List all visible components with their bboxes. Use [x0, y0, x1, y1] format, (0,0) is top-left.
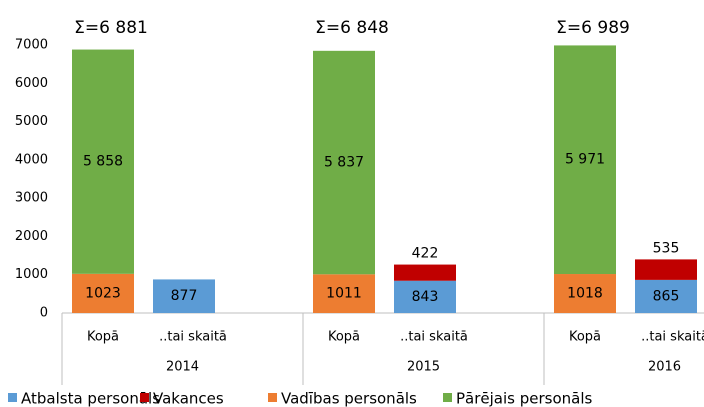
- x-tick-label: Kopā: [569, 330, 601, 345]
- bar-segment: [313, 274, 375, 313]
- bar-segment: [313, 50, 375, 275]
- bar-segment: [554, 274, 616, 313]
- bar-segment: [72, 49, 134, 274]
- value-label: 877: [171, 288, 198, 304]
- value-label: 5 971: [565, 152, 605, 168]
- y-tick-label: 6000: [15, 76, 48, 91]
- value-label: 865: [653, 288, 680, 304]
- group-label: 2015: [407, 360, 440, 375]
- bar-segment: [635, 259, 697, 280]
- value-label: 422: [412, 246, 439, 262]
- value-label: 1011: [326, 286, 362, 302]
- legend-swatch: [140, 393, 149, 402]
- value-label: 5 858: [83, 154, 123, 170]
- y-tick-label: 5000: [15, 114, 48, 129]
- value-label: 843: [412, 289, 439, 305]
- bar-segment: [635, 279, 697, 313]
- y-tick-label: 1000: [15, 267, 48, 282]
- value-label: 5 837: [324, 155, 364, 171]
- group-label: 2016: [648, 360, 681, 375]
- value-label: 1018: [567, 286, 603, 302]
- legend-swatch: [268, 393, 277, 402]
- bar-segment: [72, 273, 134, 313]
- total-label: Σ=6 989: [556, 18, 630, 38]
- legend-label: Atbalsta personāls: [21, 390, 160, 407]
- bar-segment: [554, 45, 616, 275]
- legend-label: Vakances: [153, 390, 224, 407]
- legend-label: Pārējais personāls: [456, 390, 593, 407]
- legend-label: Vadības personāls: [281, 390, 417, 407]
- value-label: 535: [653, 240, 680, 256]
- y-tick-label: 3000: [15, 191, 48, 206]
- bar-segment: [394, 264, 456, 281]
- group-label: 2014: [166, 360, 199, 375]
- bar-segment: [153, 279, 215, 313]
- y-tick-label: 0: [40, 306, 48, 321]
- value-label: 1023: [85, 285, 121, 301]
- total-label: Σ=6 881: [74, 18, 148, 38]
- bar-segment: [394, 280, 456, 313]
- y-tick-label: 7000: [15, 38, 48, 53]
- legend-swatch: [8, 393, 17, 402]
- x-tick-label: Kopā: [87, 330, 119, 345]
- y-tick-label: 4000: [15, 152, 48, 167]
- x-tick-label: ..tai skaitā: [159, 330, 227, 345]
- total-label: Σ=6 848: [315, 18, 389, 38]
- x-tick-label: Kopā: [328, 330, 360, 345]
- x-tick-label: ..tai skaitā: [641, 330, 704, 345]
- x-tick-label: ..tai skaitā: [400, 330, 468, 345]
- y-tick-label: 2000: [15, 229, 48, 244]
- legend-swatch: [443, 393, 452, 402]
